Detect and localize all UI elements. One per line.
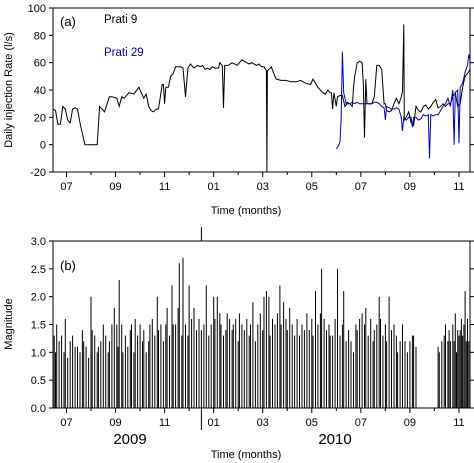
x-tick-label: 07: [60, 181, 72, 193]
x-tick-label: 09: [404, 181, 416, 193]
y-tick-label: 2.0: [31, 292, 46, 304]
y-tick-label: 80: [34, 30, 46, 42]
x-tick-label: 09: [109, 181, 121, 193]
legend-prati-9: Prati 9: [104, 14, 137, 26]
y-tick-label: 3.0: [31, 236, 46, 248]
y-tick-label: 1.0: [31, 347, 46, 359]
series-line-prati-9: [52, 24, 471, 173]
panel-b-y-ticks: 0.0 0.5 1.0 1.5 2.0 2.5 3.0: [31, 236, 474, 415]
panel-a-y-axis-title: Daily injection Rate (l/s): [3, 32, 15, 148]
y-tick-label: 2.5: [31, 264, 46, 276]
y-tick-label: 60: [34, 58, 46, 70]
y-tick-label: 0.5: [31, 375, 46, 387]
x-tick-label: 05: [306, 181, 318, 193]
year-label-2009: 2009: [113, 431, 146, 448]
x-tick-label: 11: [453, 417, 464, 429]
x-tick-label: 07: [355, 181, 367, 193]
x-tick-label: 01: [208, 417, 220, 429]
x-tick-label: 07: [60, 417, 72, 429]
y-tick-label: 0.0: [31, 403, 46, 415]
panel-a-y-ticks: -20 0 20 40 60 80 100: [28, 3, 474, 179]
y-tick-label: 40: [34, 85, 46, 97]
x-tick-label: 11: [453, 181, 464, 193]
series-line-prati-29: [335, 51, 471, 159]
x-tick-label: 09: [404, 417, 416, 429]
x-tick-label: 09: [109, 417, 121, 429]
y-tick-label: 20: [34, 112, 46, 124]
x-tick-label: 01: [208, 181, 220, 193]
panel-a-injection-rate: -20 0 20 40 60 80 100 07 09 11 01 03 05 07 09 11 (a) P…: [3, 3, 474, 217]
injection-rate-series: [52, 24, 471, 173]
x-tick-label: 03: [257, 417, 269, 429]
y-tick-label: 0: [40, 140, 46, 152]
panel-b-x-ticks: 07 09 11 01 03 05 07 09 11: [60, 227, 465, 430]
x-tick-label: 03: [257, 181, 269, 193]
panel-a-frame: [52, 7, 471, 173]
legend-prati-29: Prati 29: [104, 47, 144, 59]
panel-a-x-ticks: 07 09 11 01 03 05 07 09 11: [60, 172, 465, 193]
x-tick-label: 11: [159, 417, 170, 429]
panel-b-y-axis-title: Magnitude: [3, 298, 15, 349]
x-tick-label: 05: [306, 417, 318, 429]
panel-b-x-axis-title: Time (months): [211, 449, 282, 461]
panel-b-magnitude: 0.0 0.5 1.0 1.5 2.0 2.5 3.0 07 09 11 01 03 05 07 09 11…: [3, 227, 474, 461]
y-tick-label: 100: [28, 3, 46, 15]
x-tick-label: 07: [355, 417, 367, 429]
panel-a-label: (a): [60, 14, 76, 29]
y-tick-label: -20: [30, 167, 46, 179]
x-tick-label: 11: [159, 181, 170, 193]
year-label-2010: 2010: [318, 431, 351, 448]
panel-b-label: (b): [60, 258, 76, 273]
magnitude-events: [53, 257, 470, 408]
panel-a-x-axis-title: Time (months): [211, 205, 282, 217]
y-tick-label: 1.5: [31, 320, 46, 332]
